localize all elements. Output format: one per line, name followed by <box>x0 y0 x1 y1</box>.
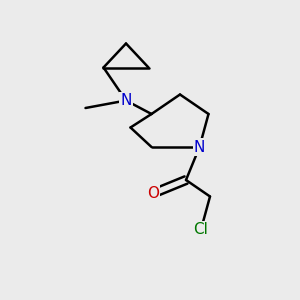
Text: Cl: Cl <box>194 222 208 237</box>
Text: N: N <box>194 140 205 154</box>
Text: O: O <box>147 186 159 201</box>
Text: N: N <box>120 93 132 108</box>
